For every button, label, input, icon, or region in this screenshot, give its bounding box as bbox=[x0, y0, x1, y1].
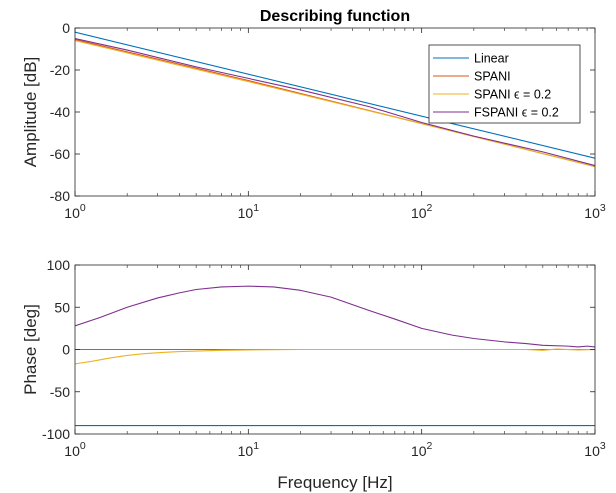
phase-x-tick-label: 103 bbox=[584, 440, 606, 459]
amp-y-tick-label: -60 bbox=[50, 146, 70, 162]
amp-y-tick-label: -80 bbox=[50, 188, 70, 204]
amp-x-tick-label: 102 bbox=[411, 202, 433, 221]
amp-series-group bbox=[75, 31, 595, 168]
phase-series-spani-0-2 bbox=[75, 348, 595, 365]
phase-y-axis-label: Phase [deg] bbox=[21, 304, 40, 395]
phase-y-tick-label: 100 bbox=[47, 257, 71, 273]
phase-y-tick-label: -50 bbox=[50, 384, 70, 400]
amp-x-tick-label: 100 bbox=[64, 202, 86, 221]
amp-y-tick-label: -20 bbox=[50, 62, 70, 78]
phase-y-tick-label: 50 bbox=[54, 299, 70, 315]
phase-x-ticks bbox=[74, 265, 596, 434]
phase-series-fspani-0-2 bbox=[75, 285, 595, 348]
legend-entry-label: FSPANI ϵ = 0.2 bbox=[474, 106, 559, 120]
legend-entry-label: SPANI ϵ = 0.2 bbox=[474, 88, 551, 102]
amp-y-axis-label: Amplitude [dB] bbox=[21, 57, 40, 168]
phase-panel: 100 101 102 103 100 50 0 -50 -100 Phase [deg] Freq… bbox=[21, 257, 606, 492]
amp-x-ticks bbox=[74, 28, 596, 196]
chart-title: Describing function bbox=[260, 8, 410, 25]
phase-series-group bbox=[75, 285, 595, 427]
legend-entry-label: SPANI bbox=[474, 70, 511, 84]
amp-x-tick-label: 103 bbox=[584, 202, 606, 221]
phase-x-tick-label: 100 bbox=[64, 440, 86, 459]
amp-y-tick-label: 0 bbox=[62, 20, 70, 36]
legend-entry-label: Linear bbox=[474, 52, 509, 66]
amplitude-panel: 100 101 102 103 0 -20 -40 -60 -80 Amplitude [dB] D… bbox=[21, 8, 606, 221]
amp-y-tick-label: -40 bbox=[50, 104, 70, 120]
legend: Linear SPANI SPANI ϵ = 0.2 FSPANI ϵ = 0.2 bbox=[428, 44, 581, 124]
phase-x-axis-label: Frequency [Hz] bbox=[277, 473, 392, 492]
phase-y-tick-label: 0 bbox=[62, 342, 70, 358]
phase-y-tick-label: -100 bbox=[42, 426, 70, 442]
amp-series-linear bbox=[75, 31, 595, 159]
phase-x-tick-label: 101 bbox=[238, 440, 260, 459]
phase-x-tick-label: 102 bbox=[411, 440, 433, 459]
amp-x-tick-label: 101 bbox=[238, 202, 260, 221]
amp-series-spani-0-2 bbox=[75, 40, 595, 168]
amp-series-fspani-0-2 bbox=[75, 37, 595, 167]
